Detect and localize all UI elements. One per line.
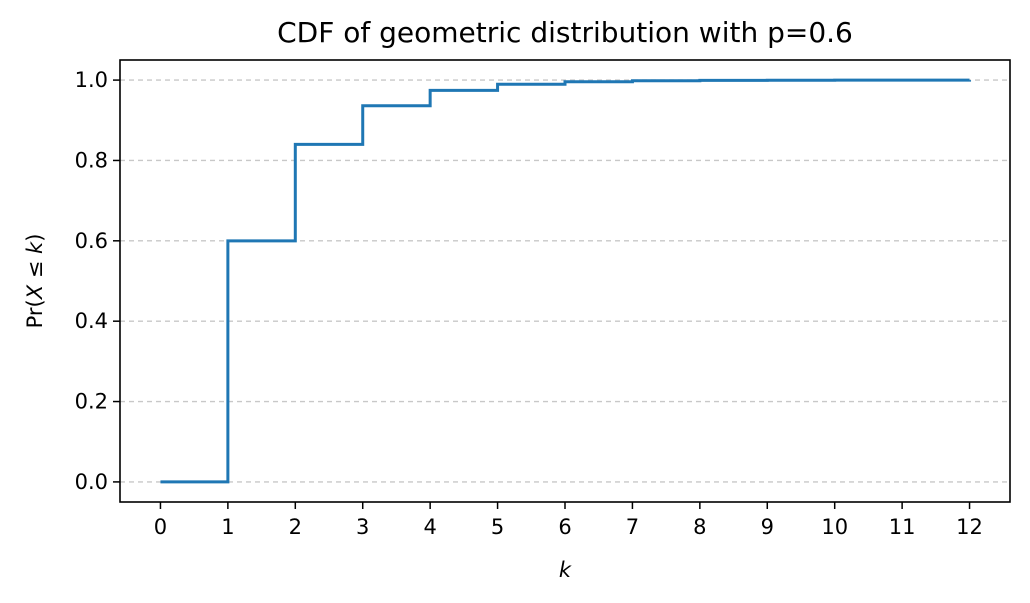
y-label-part-4: k [23, 241, 47, 254]
y-label-part-3: ≤ [23, 254, 47, 285]
y-tick-label: 0.8 [75, 148, 108, 172]
y-axis-label: Pr(X ≤ k) [23, 234, 47, 329]
plot-frame [119, 59, 1011, 503]
x-tick-label: 7 [626, 515, 639, 539]
y-tick-label: 0.0 [75, 470, 108, 494]
x-axis-label: k [559, 558, 572, 582]
x-tick-label: 9 [761, 515, 774, 539]
chart-title: CDF of geometric distribution with p=0.6 [277, 16, 853, 49]
y-label-part-5: ) [23, 234, 47, 242]
y-tick-label: 0.6 [75, 229, 108, 253]
x-tick-label: 4 [423, 515, 436, 539]
x-tick-label: 2 [289, 515, 302, 539]
y-tick-label: 0.2 [75, 390, 108, 414]
series-layer [160, 78, 972, 484]
cdf-step-line [160, 78, 972, 484]
y-ticks: 0.0 0.2 0.4 0.6 0.8 1.0 [75, 68, 120, 494]
y-gridlines [120, 79, 1010, 483]
y-tick-label: 0.4 [75, 309, 108, 333]
y-label-part-1: Pr( [23, 299, 47, 328]
x-tick-label: 11 [889, 515, 916, 539]
x-tick-label: 1 [221, 515, 234, 539]
x-tick-label: 8 [693, 515, 706, 539]
y-label-part-2: X [23, 284, 47, 300]
x-tick-label: 3 [356, 515, 369, 539]
y-tick-label: 1.0 [75, 68, 108, 92]
x-tick-label: 0 [154, 515, 167, 539]
x-tick-label: 6 [558, 515, 571, 539]
x-tick-label: 5 [491, 515, 504, 539]
x-tick-label: 10 [821, 515, 848, 539]
x-tick-label: 12 [956, 515, 983, 539]
x-ticks: 0 1 2 3 4 5 6 7 8 9 10 11 12 [154, 502, 983, 539]
